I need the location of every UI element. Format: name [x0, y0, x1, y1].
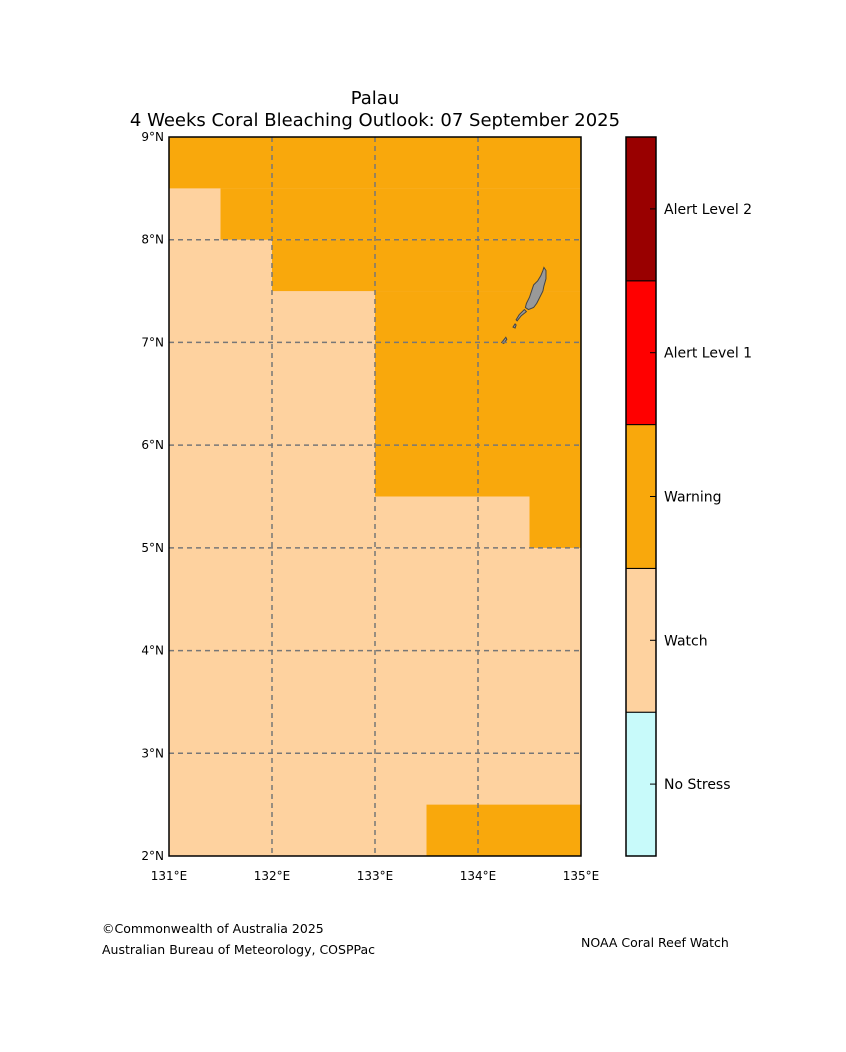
outlook-region-warning [220, 188, 581, 240]
legend-label-watch: Watch [664, 633, 708, 649]
map-frame [168, 136, 582, 857]
outlook-region-warning [426, 804, 581, 856]
legend-label-alert-level-1: Alert Level 1 [664, 346, 752, 362]
palau-main-island [524, 266, 547, 311]
footer-credits: ©Commonwealth of Australia 2025 Australi… [102, 918, 375, 960]
colorbar-legend: No Stress Watch Warning Alert Level 1 Alert … [625, 136, 752, 857]
lon-tick-label: 135°E [563, 869, 600, 883]
palau-islet [515, 308, 528, 322]
legend-frame [625, 136, 657, 857]
lat-tick-label: 4°N [141, 644, 164, 658]
map-subtitle: 4 Weeks Coral Bleaching Outlook: 07 Sept… [129, 110, 621, 131]
outlook-region-warning [529, 496, 581, 548]
outlook-region-warning [169, 137, 581, 189]
palau-islet [512, 323, 517, 329]
lat-tick-label: 8°N [141, 233, 164, 247]
legend-label-alert-level-2: Alert Level 2 [664, 202, 752, 218]
lat-tick-label: 3°N [141, 746, 164, 760]
legend-label-no-stress: No Stress [664, 777, 731, 793]
map-area: 131°E 132°E 133°E 134°E 135°E 2°N 3°N 4°N 5°N 6°N… [141, 130, 599, 883]
map-title: Palau [350, 88, 400, 109]
footer-copyright: ©Commonwealth of Australia 2025 [102, 921, 324, 936]
outlook-region-warning [272, 239, 581, 292]
lat-tick-label: 7°N [141, 335, 164, 349]
lat-tick-label: 6°N [141, 438, 164, 452]
lat-tick-label: 2°N [141, 849, 164, 863]
lon-tick-label: 134°E [460, 869, 497, 883]
lon-tick-label: 131°E [151, 869, 188, 883]
lon-tick-label: 132°E [254, 869, 291, 883]
footer-organization: Australian Bureau of Meteorology, COSPPa… [102, 942, 375, 957]
lon-tick-label: 133°E [357, 869, 394, 883]
footer-partner: NOAA Coral Reef Watch [581, 935, 729, 950]
legend-label-warning: Warning [664, 490, 722, 506]
lat-tick-label: 9°N [141, 130, 164, 144]
lat-tick-label: 5°N [141, 541, 164, 555]
